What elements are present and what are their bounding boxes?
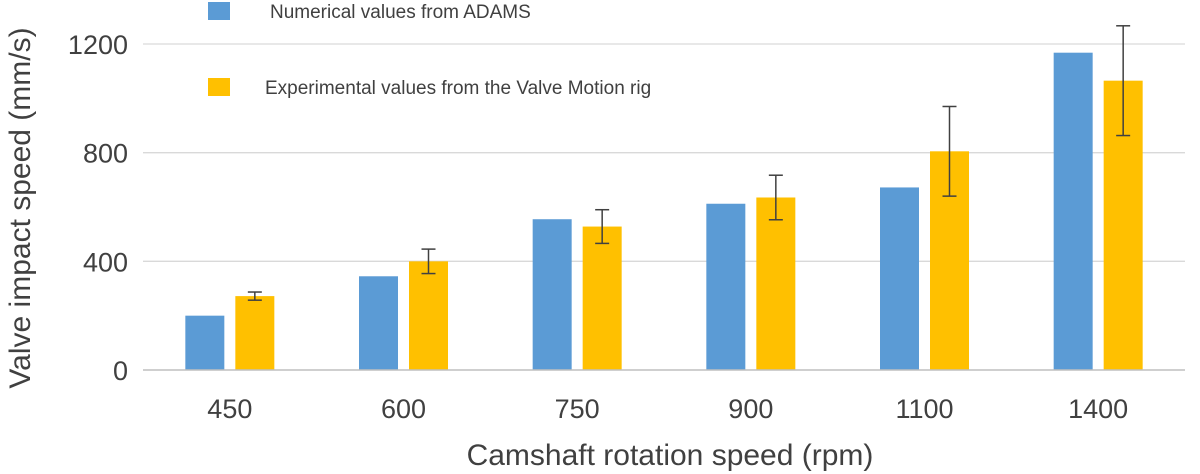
- grid-lines: [143, 43, 1185, 262]
- x-tick-750: 750: [555, 394, 600, 424]
- bar-adams-900: [706, 203, 746, 370]
- legend-label-adams: Numerical values from ADAMS: [270, 2, 531, 23]
- x-tick-labels: 450 600 750 900 1100 1400: [207, 394, 1128, 424]
- y-tick-labels: 0 400 800 1200: [68, 30, 128, 386]
- bar-adams-600: [359, 276, 398, 370]
- legend-label-experimental: Experimental values from the Valve Motio…: [265, 78, 651, 99]
- bar-experimental-750: [582, 226, 622, 370]
- y-tick-800: 800: [83, 139, 128, 169]
- bar-experimental-450: [235, 296, 275, 370]
- bar-adams-1400: [1053, 52, 1093, 371]
- y-axis-title: Valve impact speed (mm/s): [4, 27, 37, 388]
- bar-experimental-900: [756, 197, 796, 370]
- x-tick-600: 600: [381, 394, 426, 424]
- x-axis-title: Camshaft rotation speed (rpm): [467, 439, 874, 472]
- bar-adams-450: [185, 315, 225, 370]
- bar-adams-1100: [880, 187, 919, 370]
- x-tick-900: 900: [728, 394, 773, 424]
- legend: Numerical values from ADAMS Experimental…: [208, 2, 651, 99]
- bar-adams-750: [532, 219, 572, 370]
- legend-swatch-adams: [208, 2, 230, 20]
- bars: [185, 52, 1143, 371]
- x-tick-450: 450: [207, 394, 252, 424]
- bar-experimental-600: [409, 261, 448, 370]
- error-bars: [247, 25, 1131, 301]
- legend-swatch-experimental: [208, 78, 230, 96]
- x-tick-1400: 1400: [1068, 394, 1128, 424]
- y-tick-0: 0: [113, 356, 128, 386]
- y-tick-1200: 1200: [68, 30, 128, 60]
- y-tick-400: 400: [83, 247, 128, 277]
- x-tick-1100: 1100: [895, 394, 953, 424]
